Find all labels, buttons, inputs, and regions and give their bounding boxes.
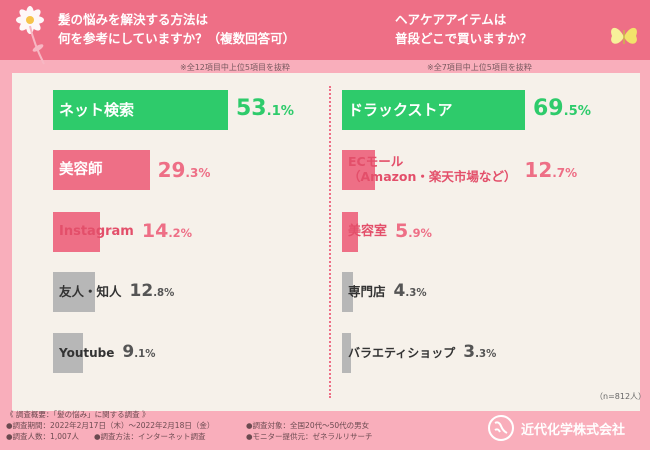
right-question-line-2: 普段どこで買いますか？ bbox=[395, 31, 533, 46]
bar-value-decimal: .7% bbox=[552, 165, 578, 180]
company-name: 近代化学株式会社 bbox=[521, 422, 626, 438]
butterfly-icon bbox=[611, 27, 637, 44]
chart-bar bbox=[342, 90, 525, 130]
chart-bar bbox=[53, 272, 96, 312]
survey-title: 《 調査概要：「髪の悩み」に関する調査 》 bbox=[6, 409, 466, 420]
bar-value-label: 29.3% bbox=[158, 158, 211, 182]
bar-value-decimal: .8% bbox=[153, 288, 175, 300]
right-question-line-1: ヘアケアアイテムは bbox=[395, 12, 507, 27]
bar-value-integer: 5 bbox=[395, 220, 409, 243]
bar-value-decimal: .3% bbox=[405, 288, 427, 300]
bar-value-label: 9.1% bbox=[122, 342, 155, 362]
bar-value-integer: 12 bbox=[524, 157, 553, 182]
right-note: ※全7項目中上位5項目を抜粋 bbox=[427, 63, 532, 72]
bar-category-label: ネット検索 bbox=[59, 101, 135, 119]
bar-value-label: 12.8% bbox=[130, 281, 175, 301]
bar-value-label: 53.1% bbox=[236, 96, 294, 121]
company-logo-icon bbox=[488, 415, 514, 441]
survey-target: ●調査対象：全国20代～50代の男女 bbox=[246, 421, 370, 430]
bar-category-label: Instagram bbox=[59, 224, 134, 239]
bar-value-label: 14.2% bbox=[142, 220, 192, 242]
chart-bar bbox=[53, 333, 83, 373]
bar-value-integer: 69 bbox=[533, 96, 564, 122]
header-band bbox=[0, 0, 650, 60]
bar-value-decimal: .1% bbox=[134, 349, 156, 361]
bar-value-integer: 9 bbox=[122, 342, 135, 363]
chart-bar bbox=[53, 150, 150, 190]
bar-category-label: 美容師 bbox=[59, 162, 103, 178]
bar-category-label: 専門店 bbox=[348, 284, 386, 299]
bar-value-label: 4.3% bbox=[394, 281, 427, 301]
survey-count-method: ●調査人数：1,007人 ●調査方法：インターネット調査 bbox=[6, 432, 206, 441]
survey-row: ●調査人数：1,007人 ●調査方法：インターネット調査 ●モニター提供元：ゼネ… bbox=[6, 431, 466, 442]
left-question: 髪の悩みを解決する方法は 何を参考にしていますか？（複数回答可） bbox=[58, 10, 328, 48]
bar-value-integer: 14 bbox=[141, 220, 169, 243]
left-question-line-1: 髪の悩みを解決する方法は bbox=[58, 12, 209, 27]
bar-value-decimal: .2% bbox=[168, 226, 192, 241]
bar-value-label: 12.7% bbox=[524, 158, 577, 182]
bar-category-label: 友人・知人 bbox=[59, 284, 122, 299]
bar-category-label: 美容室 bbox=[348, 224, 388, 239]
chart-bar bbox=[342, 212, 358, 252]
right-question: ヘアケアアイテムは 普段どこで買いますか？ bbox=[395, 10, 635, 48]
bar-value-integer: 12 bbox=[129, 281, 154, 302]
bar-value-integer: 29 bbox=[157, 157, 186, 182]
bar-value-label: 5.9% bbox=[395, 220, 432, 242]
left-question-line-2: 何を参考にしていますか？（複数回答可） bbox=[58, 31, 296, 46]
bar-value-integer: 4 bbox=[393, 281, 406, 302]
survey-row: ●調査期間：2022年2月17日（木）～2022年2月18日（金） ●調査対象：… bbox=[6, 420, 466, 431]
chart-bar bbox=[342, 150, 376, 190]
survey-period: ●調査期間：2022年2月17日（木）～2022年2月18日（金） bbox=[6, 421, 215, 430]
bar-value-label: 69.5% bbox=[533, 96, 591, 121]
chart-bar bbox=[53, 90, 228, 130]
chart-bar bbox=[342, 333, 351, 373]
bar-value-integer: 3 bbox=[463, 342, 476, 363]
bar-value-decimal: .1% bbox=[266, 104, 295, 120]
bar-value-decimal: .9% bbox=[408, 226, 432, 241]
bar-category-label: ドラックストア bbox=[348, 101, 453, 119]
survey-overview: 《 調査概要：「髪の悩み」に関する調査 》 ●調査期間：2022年2月17日（木… bbox=[6, 409, 466, 442]
chart-bar bbox=[342, 272, 354, 312]
bar-value-label: 3.3% bbox=[463, 342, 496, 362]
bar-value-decimal: .3% bbox=[475, 349, 497, 361]
chart-bar bbox=[53, 212, 100, 252]
bar-category-label: バラエティショップ bbox=[348, 346, 456, 360]
survey-monitor: ●モニター提供元：ゼネラルリサーチ bbox=[246, 432, 373, 441]
flower-icon bbox=[16, 6, 45, 65]
bar-category-label: Youtube bbox=[59, 346, 115, 360]
sample-size-note: （n=812人） bbox=[595, 392, 647, 401]
bar-value-decimal: .3% bbox=[185, 165, 211, 180]
left-note: ※全12項目中上位5項目を抜粋 bbox=[180, 63, 290, 72]
company-credit: 近代化学株式会社 bbox=[487, 414, 625, 442]
bar-category-label: ECモール （Amazon・楽天市場など） bbox=[348, 154, 516, 184]
bar-category-label-line: （Amazon・楽天市場など） bbox=[348, 169, 517, 184]
survey-title-text: 《 調査概要：「髪の悩み」に関する調査 》 bbox=[6, 410, 150, 419]
bar-category-label-line: ECモール bbox=[348, 154, 404, 169]
bar-value-integer: 53 bbox=[236, 96, 267, 122]
chart-divider bbox=[329, 86, 331, 398]
bar-value-decimal: .5% bbox=[563, 104, 592, 120]
